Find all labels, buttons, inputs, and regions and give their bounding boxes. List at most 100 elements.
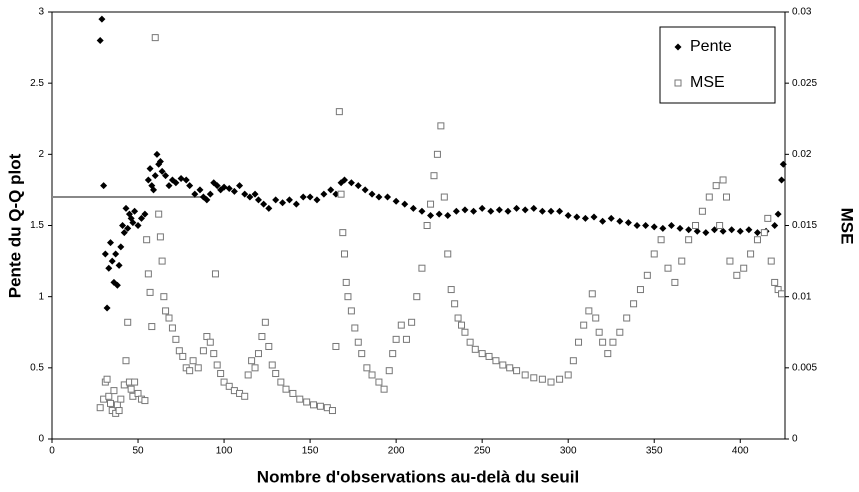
point	[556, 375, 564, 383]
point	[693, 227, 701, 235]
point	[160, 293, 168, 301]
x-tick-label: 300	[560, 446, 577, 457]
point	[392, 335, 400, 343]
point	[203, 333, 211, 341]
x-tick-label: 400	[732, 446, 749, 457]
point	[368, 190, 376, 198]
point	[427, 200, 435, 208]
point	[427, 212, 435, 220]
y-tick-label: 2	[38, 149, 44, 160]
point	[213, 361, 221, 369]
point	[182, 176, 190, 184]
point	[265, 204, 273, 212]
point	[175, 347, 183, 355]
point	[685, 226, 693, 234]
point	[492, 357, 500, 365]
point	[778, 176, 786, 184]
point	[719, 176, 727, 184]
point	[144, 270, 152, 278]
point	[771, 278, 779, 286]
point	[296, 395, 304, 403]
point	[122, 357, 130, 365]
point	[168, 324, 176, 332]
point	[487, 207, 495, 215]
point	[764, 214, 772, 222]
point	[153, 150, 161, 158]
point	[158, 257, 166, 265]
point	[461, 328, 469, 336]
point	[435, 210, 443, 218]
point	[143, 236, 151, 244]
legend-label: Pente	[690, 38, 732, 55]
point	[573, 213, 581, 221]
point	[328, 407, 336, 415]
point	[504, 207, 512, 215]
point	[162, 172, 170, 180]
y2-tick-label: 0.02	[792, 149, 812, 160]
point	[351, 324, 359, 332]
point	[158, 167, 166, 175]
point	[347, 307, 355, 315]
point	[261, 318, 269, 326]
point	[753, 236, 761, 244]
point	[458, 321, 466, 329]
point	[643, 271, 651, 279]
point	[624, 219, 632, 227]
point	[361, 186, 369, 194]
y-tick-label: 0.5	[30, 362, 44, 373]
point	[779, 160, 787, 168]
point	[225, 184, 233, 192]
point	[564, 371, 572, 379]
point	[112, 250, 120, 258]
point	[213, 182, 221, 190]
point	[413, 293, 421, 301]
point	[282, 385, 290, 393]
point	[470, 207, 478, 215]
point	[279, 199, 287, 207]
point	[313, 196, 321, 204]
point	[206, 190, 214, 198]
point	[177, 175, 185, 183]
point	[210, 350, 218, 358]
point	[642, 222, 650, 229]
point	[236, 182, 244, 190]
point	[162, 307, 170, 315]
y2-tick-label: 0.005	[792, 362, 817, 373]
point	[327, 186, 335, 194]
point	[211, 270, 219, 278]
point	[650, 223, 658, 231]
point	[332, 342, 340, 350]
point	[344, 293, 352, 301]
y2-axis-label: MSE	[838, 208, 857, 245]
point	[225, 382, 233, 390]
point	[335, 108, 343, 116]
point	[478, 204, 486, 212]
point	[115, 407, 123, 415]
x-tick-label: 250	[474, 446, 491, 457]
point	[667, 222, 675, 229]
point	[418, 264, 426, 272]
point	[716, 222, 724, 229]
y2-tick-label: 0.015	[792, 220, 817, 231]
point	[341, 176, 349, 184]
point	[440, 193, 448, 201]
point	[538, 207, 546, 215]
point	[358, 350, 366, 358]
point	[179, 352, 187, 360]
point	[265, 342, 273, 350]
point	[113, 281, 121, 289]
point	[712, 182, 720, 190]
point	[117, 243, 125, 251]
point	[433, 150, 441, 158]
y2-tick-label: 0	[792, 434, 798, 445]
point	[585, 307, 593, 315]
point	[685, 236, 693, 244]
point	[575, 338, 583, 346]
legend-marker	[674, 43, 682, 51]
point	[592, 314, 600, 322]
point	[254, 196, 262, 204]
point	[676, 224, 684, 232]
point	[107, 239, 115, 247]
point	[277, 378, 285, 386]
